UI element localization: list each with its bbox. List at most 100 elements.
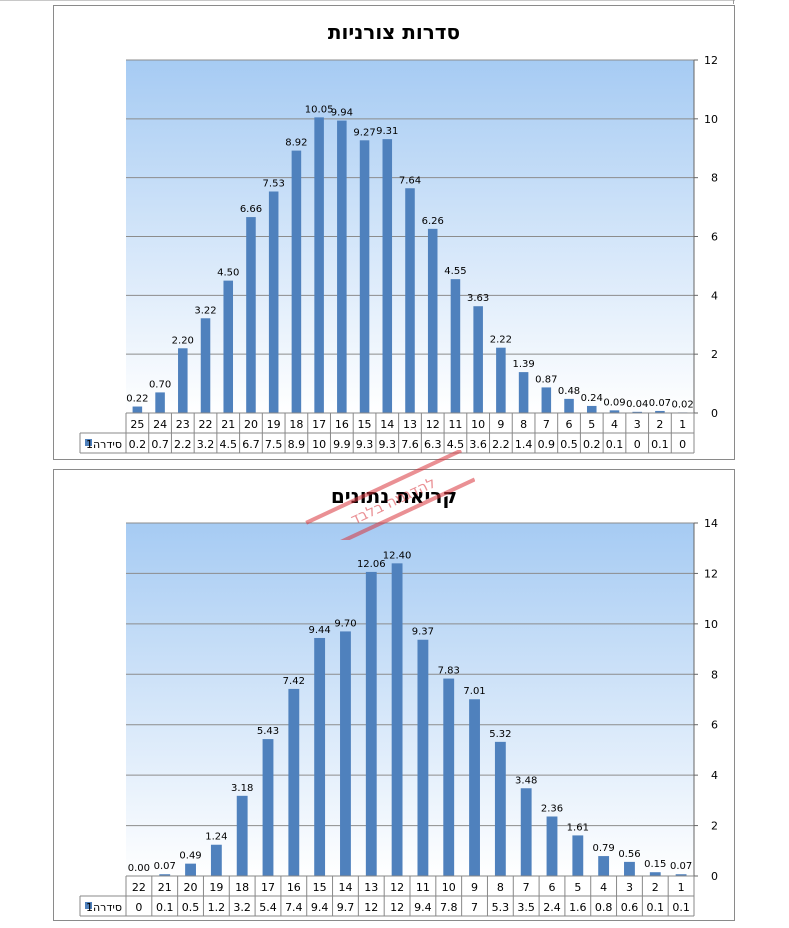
table-value: 6.7 — [242, 438, 260, 451]
data-label: 2.20 — [172, 335, 194, 346]
x-tick-label: 2 — [652, 881, 659, 894]
data-label: 12.06 — [357, 559, 386, 570]
bar — [586, 405, 597, 413]
x-tick-label: 21 — [221, 418, 235, 431]
x-tick-label: 23 — [176, 418, 190, 431]
data-label: 0.24 — [581, 393, 603, 404]
x-tick-label: 11 — [416, 881, 430, 894]
x-tick-label: 13 — [364, 881, 378, 894]
bar — [405, 188, 415, 413]
x-tick-label: 21 — [158, 881, 172, 894]
x-tick-label: 4 — [611, 418, 618, 431]
bar — [450, 279, 461, 413]
data-label: 0.15 — [644, 859, 666, 870]
x-tick-label: 9 — [497, 418, 504, 431]
data-label: 12.40 — [383, 550, 412, 561]
data-label: 9.37 — [412, 627, 434, 638]
y-tick-label: 14 — [704, 517, 718, 530]
table-value: 9.7 — [337, 901, 355, 914]
data-label: 1.24 — [205, 832, 227, 843]
table-value: 1.6 — [569, 901, 587, 914]
bar — [520, 788, 532, 876]
table-value: 0.5 — [182, 901, 200, 914]
bar — [337, 120, 347, 414]
chart-title: קריאת נתונים — [331, 484, 457, 508]
legend-key — [85, 439, 92, 446]
series-label: סידרה1 — [86, 901, 122, 914]
x-tick-label: 15 — [358, 418, 372, 431]
x-tick-label: 16 — [287, 881, 301, 894]
x-tick-label: 18 — [235, 881, 249, 894]
table-value: 2.4 — [543, 901, 561, 914]
x-tick-label: 3 — [634, 418, 641, 431]
data-label: 9.27 — [353, 127, 375, 138]
data-label: 0.79 — [593, 843, 615, 854]
data-label: 0.00 — [128, 863, 150, 874]
y-tick-label: 6 — [711, 719, 718, 732]
bar — [546, 816, 558, 876]
table-value: 2.2 — [492, 438, 510, 451]
y-tick-label: 4 — [711, 769, 718, 782]
table-value: 0.1 — [606, 438, 624, 451]
bar — [598, 856, 610, 876]
data-label: 3.48 — [515, 775, 537, 786]
table-value: 9.3 — [356, 438, 374, 451]
bar — [359, 140, 370, 413]
table-value: 12 — [390, 901, 404, 914]
bar — [649, 872, 661, 876]
x-tick-label: 12 — [390, 881, 404, 894]
data-label: 0.04 — [626, 399, 648, 410]
data-label: 0.49 — [179, 851, 201, 862]
x-tick-label: 20 — [184, 881, 198, 894]
bar — [155, 392, 165, 413]
data-label: 9.31 — [376, 126, 398, 137]
table-value: 1.2 — [208, 901, 226, 914]
x-tick-label: 7 — [523, 881, 530, 894]
x-tick-label: 13 — [403, 418, 417, 431]
data-label: 0.70 — [149, 379, 171, 390]
data-label: 7.42 — [283, 676, 305, 687]
y-tick-label: 8 — [711, 668, 718, 681]
table-value: 0.1 — [156, 901, 174, 914]
data-label: 1.39 — [512, 359, 534, 370]
y-tick-label: 2 — [711, 820, 718, 833]
x-tick-label: 7 — [543, 418, 550, 431]
table-value: 5.3 — [492, 901, 510, 914]
x-tick-label: 6 — [549, 881, 556, 894]
table-value: 3.6 — [469, 438, 487, 451]
y-tick-label: 0 — [711, 407, 718, 420]
bar — [178, 348, 188, 413]
series-label: סידרה1 — [86, 438, 122, 451]
y-tick-label: 8 — [711, 172, 718, 185]
table-value: 7.8 — [440, 901, 458, 914]
bar — [268, 191, 279, 413]
table-value: 0.1 — [647, 901, 665, 914]
data-label: 2.36 — [541, 803, 563, 814]
table-value: 3.5 — [517, 901, 535, 914]
chart-data-reading: קריאת נתונים 0 2 4 6 8 10 12 14 0.07 0.15 0.56 0.79 1… — [53, 469, 735, 921]
chart-tessellations: סדרות צורניות 0 2 4 6 8 10 12 0.02 0.07 0.04 0.09 0.… — [53, 5, 735, 460]
bar — [675, 874, 687, 876]
x-tick-label: 19 — [267, 418, 281, 431]
data-label: 7.53 — [263, 178, 285, 189]
x-tick-label: 20 — [244, 418, 258, 431]
x-tick-label: 6 — [566, 418, 573, 431]
bar — [288, 688, 300, 876]
bar — [632, 411, 642, 413]
table-value: 2.2 — [174, 438, 192, 451]
table-value: 9.4 — [311, 901, 329, 914]
plot-area — [126, 523, 694, 876]
bar — [564, 398, 574, 413]
data-label: 4.50 — [217, 268, 239, 279]
bar — [210, 844, 222, 876]
x-tick-label: 1 — [679, 418, 686, 431]
table-value: 0 — [634, 438, 641, 451]
table-value: 7.5 — [265, 438, 283, 451]
data-label: 6.66 — [240, 204, 262, 215]
x-tick-label: 8 — [497, 881, 504, 894]
x-tick-label: 22 — [132, 881, 146, 894]
bar — [314, 117, 324, 414]
y-tick-label: 6 — [711, 231, 718, 244]
bar — [518, 372, 529, 413]
bar — [417, 639, 429, 876]
